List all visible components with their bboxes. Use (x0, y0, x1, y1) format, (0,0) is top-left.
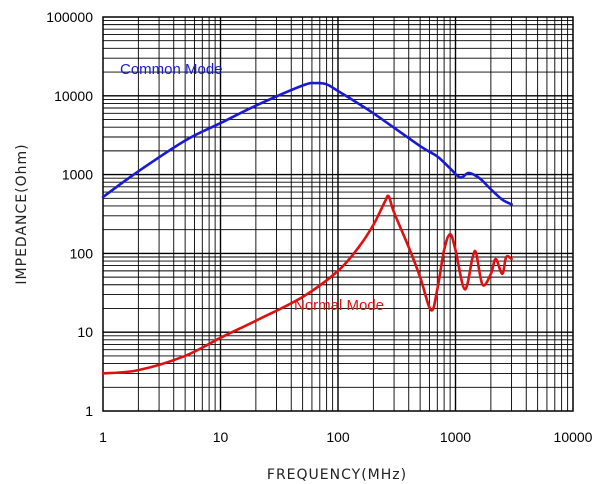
y-axis-title: IMPEDANCE(Ohm) (14, 143, 30, 284)
series-layer (101, 81, 513, 375)
y-tick-label: 1 (85, 403, 93, 419)
series-label-normal-mode: Normal Mode (294, 297, 384, 314)
y-tick-label: 10000 (54, 88, 93, 104)
x-tick-label: 1000 (440, 429, 471, 445)
series-line-common-mode (101, 81, 513, 206)
y-tick-label: 100000 (46, 9, 93, 25)
y-tick-label: 1000 (62, 167, 93, 183)
x-tick-label: 100 (326, 429, 350, 445)
y-tick-label: 100 (70, 245, 94, 261)
x-tick-label: 10000 (554, 429, 593, 445)
tick-labels: 1 10 100 1000 10000 1 10 100 1000 10000 100000 (46, 9, 592, 445)
series-line-normal-mode (101, 194, 513, 375)
y-tick-label: 10 (77, 324, 93, 340)
x-tick-label: 1 (99, 429, 107, 445)
x-tick-label: 10 (213, 429, 229, 445)
series-label-common-mode: Common Mode (120, 61, 223, 78)
grid (103, 17, 573, 411)
x-axis-title: FREQUENCY(MHz) (267, 467, 407, 483)
plot-frame (102, 16, 574, 412)
